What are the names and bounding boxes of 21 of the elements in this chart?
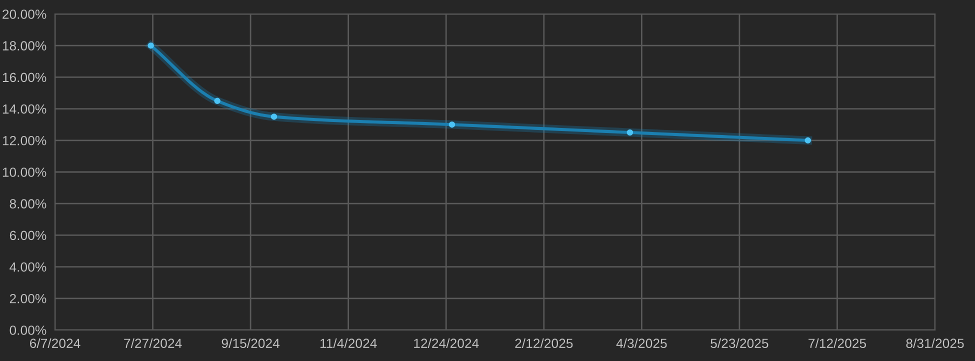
y-tick-label: 4.00% xyxy=(10,262,46,272)
x-tick-label: 7/27/2024 xyxy=(124,338,182,348)
x-tick-label: 7/12/2025 xyxy=(808,338,866,348)
y-tick-label: 20.00% xyxy=(2,10,46,19)
x-tick-label: 5/23/2025 xyxy=(710,338,768,348)
y-tick-label: 6.00% xyxy=(10,230,46,240)
y-tick-label: 12.00% xyxy=(2,136,46,146)
x-tick-label: 11/4/2024 xyxy=(320,338,377,348)
x-tick-label: 8/31/2025 xyxy=(906,338,964,348)
x-tick-label: 4/3/2025 xyxy=(616,338,667,348)
x-tick-label: 6/7/2024 xyxy=(30,338,80,348)
y-tick-label: 18.00% xyxy=(2,41,46,51)
y-tick-label: 2.00% xyxy=(10,294,46,304)
y-tick-label: 14.00% xyxy=(2,104,46,114)
y-tick-label: 8.00% xyxy=(10,199,46,209)
y-tick-label: 10.00% xyxy=(2,168,46,177)
y-tick-label: 0.00% xyxy=(10,326,46,335)
x-tick-label: 12/24/2024 xyxy=(414,338,479,348)
x-tick-label: 9/15/2024 xyxy=(222,338,280,348)
y-tick-label: 16.00% xyxy=(2,72,46,82)
x-tick-label: 2/12/2025 xyxy=(515,338,573,348)
